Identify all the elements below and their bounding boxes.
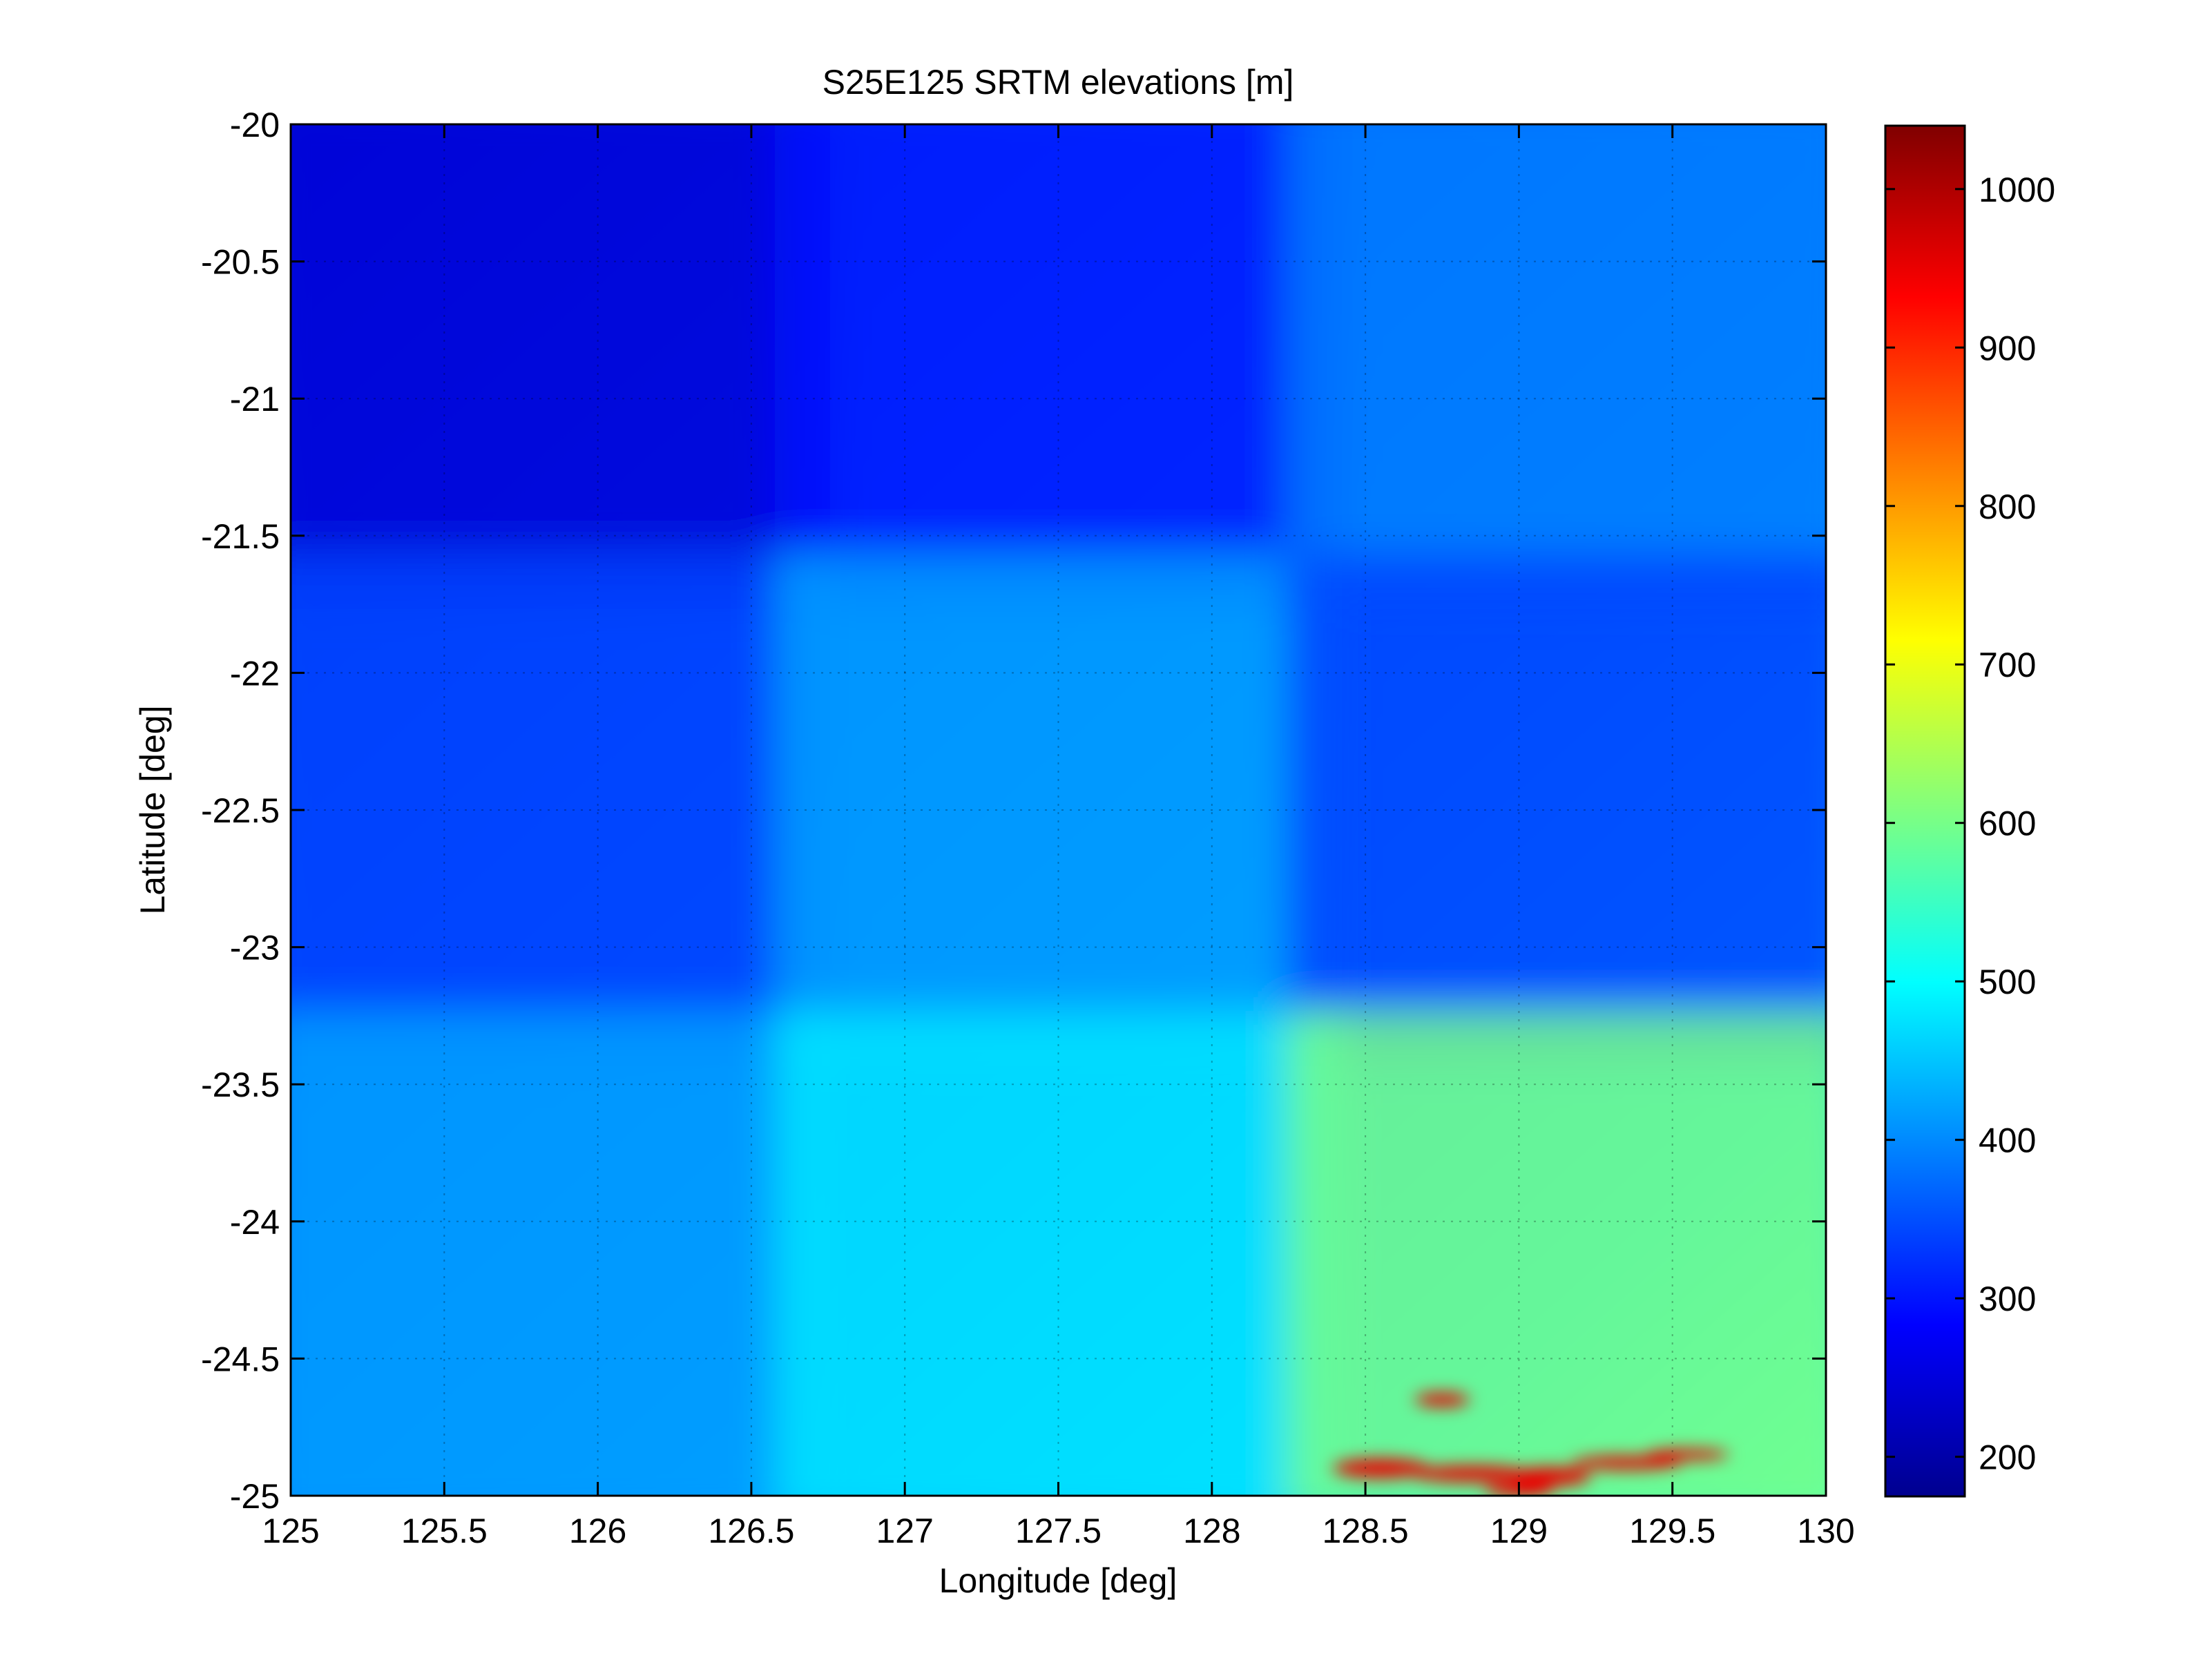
y-tick-label: -22.5 xyxy=(201,791,280,830)
elevation-region xyxy=(291,124,830,609)
y-tick-label: -24.5 xyxy=(201,1340,280,1378)
y-tick-label: -25 xyxy=(230,1477,280,1516)
y-tick-label: -24 xyxy=(230,1203,280,1242)
high-ridge xyxy=(1332,1458,1430,1478)
colorbar-tick-label: 300 xyxy=(1979,1280,2036,1318)
y-tick-label: -23.5 xyxy=(201,1066,280,1104)
x-tick-label: 129.5 xyxy=(1629,1512,1715,1550)
chart-title: S25E125 SRTM elevations [m] xyxy=(823,63,1294,102)
y-tick-label: -22 xyxy=(230,654,280,693)
y-axis-label: Latitude [deg] xyxy=(133,705,172,914)
x-tick-label: 128.5 xyxy=(1323,1512,1409,1550)
colorbar-tick-label: 600 xyxy=(1979,804,2036,843)
colorbar-tick-label: 500 xyxy=(1979,963,2036,1001)
colorbar-gradient xyxy=(1885,126,1965,1496)
y-tick-label: -23 xyxy=(230,929,280,967)
y-tick-label: -20 xyxy=(230,106,280,144)
x-tick-label: 127 xyxy=(876,1512,933,1550)
elevation-region xyxy=(291,1011,830,1496)
elevation-region xyxy=(1287,124,1826,609)
x-tick-label: 129 xyxy=(1490,1512,1548,1550)
y-tick-label: -20.5 xyxy=(201,243,280,282)
elevation-heatmap xyxy=(291,124,1826,1496)
high-ridge xyxy=(1410,1465,1535,1483)
colorbar-tick-label: 1000 xyxy=(1979,171,2055,209)
colorbar-tick-label: 800 xyxy=(1979,488,2036,526)
elevation-region xyxy=(1287,554,1826,1066)
high-ridge xyxy=(1646,1449,1729,1461)
high-ridge xyxy=(1414,1392,1470,1407)
colorbar-frame xyxy=(1884,124,1966,1498)
x-tick-label: 130 xyxy=(1797,1512,1854,1550)
high-ridge xyxy=(1571,1456,1682,1470)
x-tick-label: 127.5 xyxy=(1015,1512,1102,1550)
y-axis: -20 -20.5 -21 -21.5 -22 -22.5 -23 -23.5 -24 -24.5… xyxy=(201,106,1826,1516)
x-tick-label: 126.5 xyxy=(708,1512,794,1550)
colorbar-tick-label: 400 xyxy=(1979,1121,2036,1160)
y-tick-label: -21.5 xyxy=(201,517,280,556)
x-axis: 125 125.5 126 126.5 127 127.5 128 128.5 129 129.5… xyxy=(262,124,1855,1550)
high-ridge xyxy=(1508,1467,1591,1487)
colorbar-tick-label: 700 xyxy=(1979,646,2036,684)
x-tick-label: 125.5 xyxy=(401,1512,488,1550)
colorbar-tick-label: 900 xyxy=(1979,329,2036,367)
elevation-region xyxy=(291,554,830,1066)
x-tick-label: 125 xyxy=(262,1512,319,1550)
elevation-region xyxy=(775,1011,1342,1496)
elevation-region xyxy=(775,554,1342,1066)
x-tick-label: 128 xyxy=(1183,1512,1240,1550)
y-tick-label: -21 xyxy=(230,380,280,418)
x-tick-label: 126 xyxy=(569,1512,626,1550)
colorbar-tick-label: 200 xyxy=(1979,1438,2036,1477)
elevation-region xyxy=(775,124,1342,609)
colorbar: 200 300 400 500 600 700 800 900 1000 xyxy=(1884,124,2055,1498)
x-axis-label: Longitude [deg] xyxy=(939,1561,1177,1600)
elevation-region xyxy=(1287,1011,1826,1496)
